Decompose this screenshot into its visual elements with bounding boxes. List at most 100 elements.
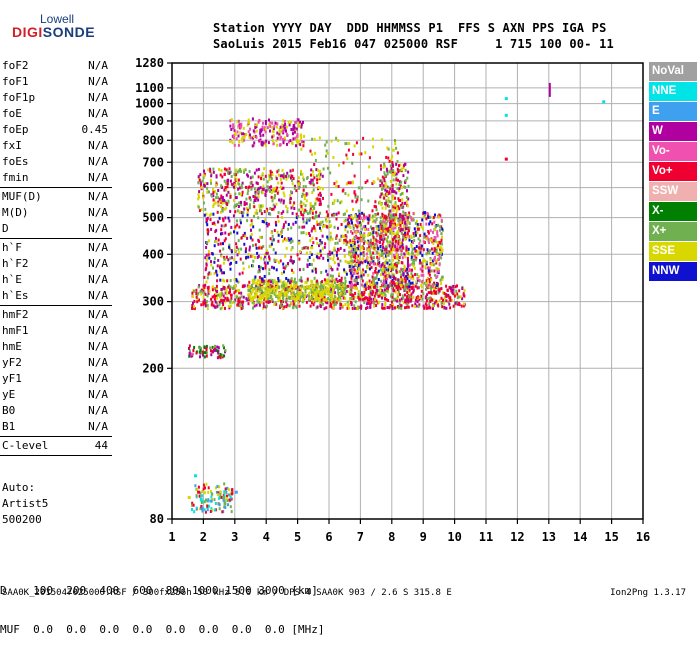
echo-point bbox=[229, 209, 232, 213]
echo-point bbox=[362, 253, 365, 257]
echo-point bbox=[239, 192, 242, 196]
echo-point bbox=[304, 185, 307, 189]
echo-point bbox=[381, 282, 384, 286]
echo-point bbox=[224, 296, 227, 300]
echo-point bbox=[328, 250, 331, 254]
echo-point bbox=[240, 203, 243, 207]
echo-point bbox=[336, 241, 339, 245]
echo-point bbox=[224, 487, 227, 491]
echo-point bbox=[265, 209, 268, 213]
echo-point bbox=[448, 285, 451, 289]
echo-point bbox=[326, 214, 329, 218]
echo-point bbox=[420, 289, 423, 293]
echo-point bbox=[311, 137, 314, 141]
echo-point bbox=[398, 227, 401, 231]
echo-point bbox=[201, 494, 203, 498]
echo-point bbox=[210, 212, 213, 216]
echo-point bbox=[404, 201, 406, 205]
echo-point bbox=[223, 346, 225, 350]
echo-point bbox=[223, 490, 226, 494]
echo-point bbox=[407, 294, 410, 298]
param-name: foF2 bbox=[2, 59, 29, 72]
echo-point bbox=[415, 245, 418, 248]
echo-point bbox=[418, 278, 421, 282]
echo-point bbox=[372, 290, 375, 294]
echo-point bbox=[298, 304, 301, 308]
echo-point bbox=[313, 216, 316, 220]
echo-point bbox=[403, 252, 406, 256]
echo-point bbox=[272, 130, 275, 134]
echo-point bbox=[276, 170, 279, 174]
echo-point bbox=[406, 219, 409, 223]
echo-point bbox=[245, 185, 247, 189]
echo-point bbox=[257, 289, 260, 293]
echo-point bbox=[255, 282, 258, 286]
echo-point bbox=[333, 295, 336, 299]
echo-point bbox=[431, 284, 434, 288]
echo-point bbox=[406, 265, 409, 269]
echo-point bbox=[208, 190, 210, 194]
echo-point bbox=[433, 281, 436, 285]
echo-point bbox=[351, 269, 354, 273]
echo-point bbox=[324, 300, 327, 304]
echo-point bbox=[372, 260, 375, 264]
echo-point bbox=[272, 187, 276, 191]
echo-point bbox=[280, 211, 283, 215]
echo-point bbox=[224, 506, 227, 509]
echo-point bbox=[275, 286, 278, 290]
echo-point bbox=[292, 302, 295, 306]
echo-point bbox=[227, 216, 230, 220]
echo-point bbox=[383, 220, 386, 224]
echo-point bbox=[332, 248, 335, 252]
echo-point bbox=[255, 303, 258, 307]
echo-point bbox=[354, 291, 357, 295]
echo-point bbox=[368, 156, 371, 160]
echo-point bbox=[322, 167, 325, 171]
echo-point bbox=[248, 285, 251, 289]
echo-point bbox=[323, 289, 326, 293]
echo-point bbox=[406, 176, 409, 180]
echo-point bbox=[335, 185, 338, 189]
echo-point bbox=[401, 245, 404, 249]
echo-point bbox=[379, 164, 382, 168]
echo-point bbox=[293, 201, 296, 205]
echo-point bbox=[427, 285, 430, 289]
echo-point bbox=[206, 186, 209, 190]
echo-point bbox=[384, 180, 387, 184]
echo-point bbox=[252, 259, 255, 263]
echo-point bbox=[440, 232, 443, 236]
echo-point bbox=[246, 210, 249, 214]
echo-point bbox=[367, 261, 369, 265]
echo-point bbox=[404, 288, 407, 292]
echo-point bbox=[285, 277, 288, 280]
echo-point bbox=[388, 244, 391, 248]
echo-point bbox=[288, 287, 291, 291]
echo-point bbox=[206, 218, 208, 222]
echo-point bbox=[351, 283, 354, 287]
echo-point bbox=[428, 296, 431, 300]
echo-point bbox=[237, 205, 240, 208]
echo-point bbox=[345, 284, 348, 288]
echo-point bbox=[504, 113, 508, 117]
echo-point bbox=[426, 297, 429, 301]
echo-point bbox=[391, 303, 394, 307]
echo-point bbox=[259, 265, 262, 269]
echo-point bbox=[372, 262, 375, 266]
echo-point bbox=[412, 288, 415, 292]
echo-point bbox=[389, 240, 392, 244]
echo-point bbox=[223, 494, 226, 498]
echo-point bbox=[311, 209, 314, 213]
echo-point bbox=[399, 229, 402, 233]
param-row: MUF(D) N/A bbox=[0, 189, 112, 205]
echo-point bbox=[243, 207, 246, 211]
echo-point bbox=[210, 260, 212, 264]
echo-point bbox=[289, 295, 292, 299]
param-row: hmF1 N/A bbox=[0, 323, 112, 339]
echo-point bbox=[425, 303, 428, 307]
echo-point bbox=[233, 278, 236, 282]
echo-point bbox=[215, 490, 218, 494]
echo-point bbox=[264, 130, 267, 134]
echo-point bbox=[404, 179, 407, 183]
echo-point bbox=[285, 125, 288, 129]
echo-point bbox=[385, 251, 388, 255]
